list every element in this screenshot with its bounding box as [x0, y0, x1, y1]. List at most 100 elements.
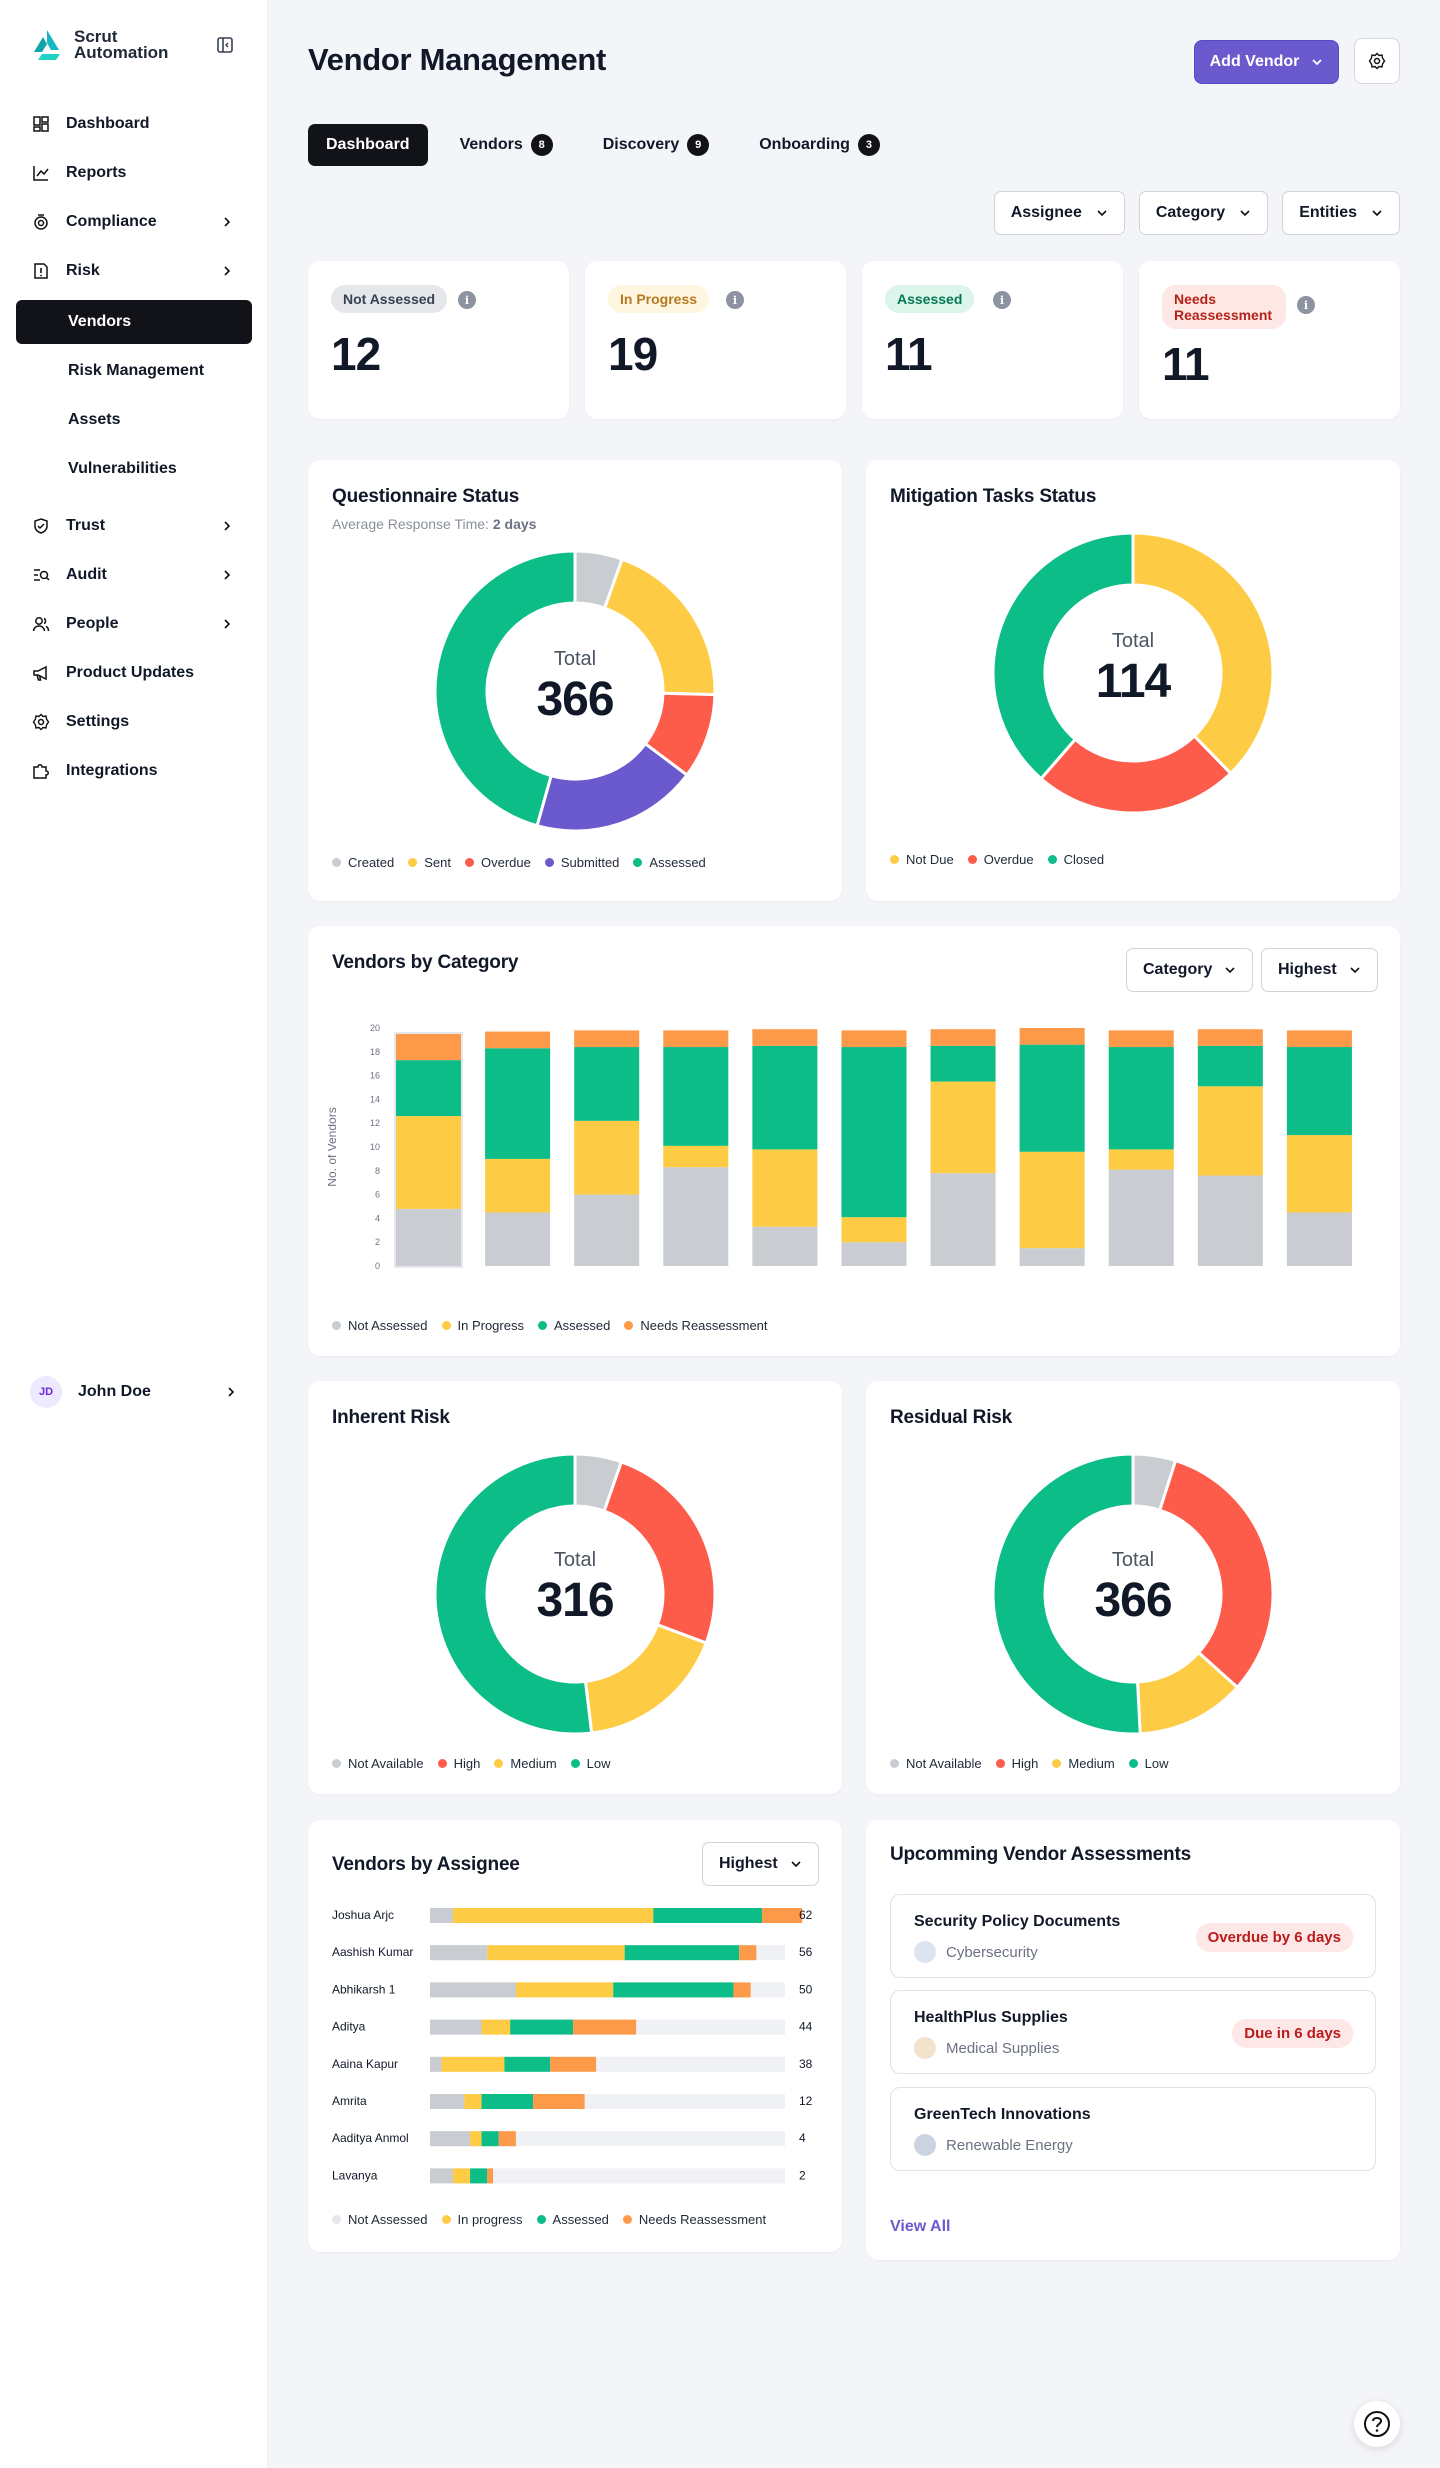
legend-item[interactable]: Assessed: [537, 1318, 610, 1333]
legend-item[interactable]: Not Assessed: [332, 2212, 428, 2227]
bar-segment[interactable]: [430, 1982, 516, 1998]
bar-segment[interactable]: [930, 1029, 996, 1046]
bar-segment[interactable]: [1108, 1149, 1174, 1170]
bar-segment[interactable]: [930, 1173, 996, 1266]
donut-slice-high[interactable]: [602, 1460, 717, 1645]
bar-segment[interactable]: [452, 2168, 471, 2184]
legend-item[interactable]: Low: [1128, 1756, 1169, 1771]
bar-segment[interactable]: [470, 2168, 488, 2184]
info-icon[interactable]: i: [993, 291, 1011, 309]
sidebar-item-people[interactable]: People: [16, 604, 252, 644]
bar-segment[interactable]: [464, 2094, 482, 2109]
stat-card-needs-reassessment[interactable]: Needs Reassessment i 11: [1139, 261, 1400, 419]
stat-card-assessed[interactable]: Assessed i 11: [862, 261, 1123, 419]
bar-segment[interactable]: [452, 1908, 654, 1923]
sidebar-item-compliance[interactable]: Compliance: [16, 202, 252, 242]
bar-segment[interactable]: [430, 2131, 471, 2147]
bar-segment[interactable]: [574, 1194, 640, 1266]
donut-slice-medium[interactable]: [583, 1622, 709, 1735]
legend-item[interactable]: Needs Reassessment: [622, 2212, 766, 2227]
bar-segment[interactable]: [653, 1908, 763, 1923]
bar-segment[interactable]: [1108, 1047, 1174, 1150]
bar-segment[interactable]: [841, 1217, 907, 1243]
legend-item[interactable]: Medium: [494, 1756, 557, 1771]
legend-item[interactable]: Not Available: [332, 1756, 424, 1771]
add-vendor-button[interactable]: Add Vendor: [1194, 40, 1339, 84]
legend-item[interactable]: Not Due: [890, 852, 954, 867]
bar-segment[interactable]: [752, 1226, 818, 1266]
legend-item[interactable]: In progress: [441, 2212, 523, 2227]
bar-segment[interactable]: [752, 1045, 818, 1150]
legend-item[interactable]: Not Assessed: [332, 1318, 428, 1333]
bar-segment[interactable]: [396, 1060, 462, 1117]
bar-segment[interactable]: [930, 1045, 996, 1082]
sidebar-item-risk[interactable]: Risk: [16, 251, 252, 291]
bar-segment[interactable]: [1019, 1248, 1085, 1266]
bar-segment[interactable]: [430, 2094, 465, 2109]
legend-item[interactable]: In Progress: [441, 1318, 524, 1333]
bar-segment[interactable]: [441, 2056, 505, 2072]
donut-slice-closed[interactable]: [991, 531, 1135, 781]
assessment-item[interactable]: GreenTech Innovations Renewable Energy: [890, 2087, 1376, 2171]
bar-segment[interactable]: [485, 1212, 551, 1266]
bar-segment[interactable]: [430, 2019, 482, 2035]
bar-segment[interactable]: [762, 1908, 803, 1923]
assessment-item[interactable]: Security Policy Documents Cybersecurity …: [890, 1894, 1376, 1978]
bar-segment[interactable]: [1197, 1086, 1263, 1176]
bar-segment[interactable]: [430, 1908, 453, 1923]
bar-segment[interactable]: [550, 2056, 597, 2072]
sidebar-sub-assets[interactable]: Assets: [68, 411, 121, 428]
bar-segment[interactable]: [573, 2019, 637, 2035]
bar-segment[interactable]: [739, 1945, 757, 1961]
bar-segment[interactable]: [470, 2131, 482, 2147]
bar-segment[interactable]: [485, 1048, 551, 1159]
sort-dropdown[interactable]: Highest: [1261, 948, 1378, 992]
bar-segment[interactable]: [841, 1242, 907, 1266]
donut-slice-high[interactable]: [1157, 1458, 1275, 1690]
sidebar-item-product-updates[interactable]: Product Updates: [16, 653, 252, 693]
stat-card-not-assessed[interactable]: Not Assessed i 12: [308, 261, 569, 419]
bar-segment[interactable]: [663, 1047, 729, 1146]
bar-segment[interactable]: [574, 1047, 640, 1121]
legend-item[interactable]: Submitted: [544, 855, 619, 870]
category-filter[interactable]: Category: [1138, 191, 1269, 235]
legend-item[interactable]: Created: [332, 855, 394, 870]
bar-segment[interactable]: [533, 2094, 585, 2109]
legend-item[interactable]: Overdue: [465, 855, 531, 870]
brand-logo[interactable]: Scrut Automation: [30, 28, 168, 62]
sidebar-sub-vendors[interactable]: Vendors: [16, 300, 252, 344]
sidebar-sub-vulnerabilities[interactable]: Vulnerabilities: [68, 460, 177, 477]
bar-segment[interactable]: [1197, 1029, 1263, 1046]
bar-segment[interactable]: [752, 1149, 818, 1227]
info-icon[interactable]: i: [1297, 296, 1315, 314]
legend-item[interactable]: Low: [570, 1756, 611, 1771]
bar-segment[interactable]: [396, 1208, 462, 1266]
legend-item[interactable]: High: [437, 1756, 480, 1771]
help-button[interactable]: [1354, 2401, 1400, 2447]
bar-segment[interactable]: [485, 1158, 551, 1213]
bar-segment[interactable]: [1286, 1030, 1352, 1048]
bar-segment[interactable]: [481, 2094, 534, 2109]
settings-button[interactable]: [1354, 38, 1400, 84]
legend-item[interactable]: Needs Reassessment: [624, 1318, 768, 1333]
bar-segment[interactable]: [752, 1029, 818, 1046]
legend-item[interactable]: Assessed: [633, 855, 706, 870]
bar-segment[interactable]: [841, 1047, 907, 1218]
bar-segment[interactable]: [574, 1120, 640, 1195]
bar-segment[interactable]: [485, 1031, 551, 1049]
bar-segment[interactable]: [1286, 1212, 1352, 1266]
bar-segment[interactable]: [504, 2056, 551, 2072]
sidebar-item-audit[interactable]: Audit: [16, 555, 252, 595]
sidebar-item-dashboard[interactable]: Dashboard: [16, 104, 252, 144]
bar-segment[interactable]: [430, 2168, 453, 2184]
legend-item[interactable]: Assessed: [536, 2212, 609, 2227]
bar-segment[interactable]: [574, 1030, 640, 1048]
donut-slice-overdue[interactable]: [1038, 733, 1233, 815]
donut-slice-submitted[interactable]: [535, 741, 690, 833]
bar-segment[interactable]: [613, 1982, 734, 1998]
bar-segment[interactable]: [515, 1982, 614, 1998]
sidebar-item-reports[interactable]: Reports: [16, 153, 252, 193]
info-icon[interactable]: i: [458, 291, 476, 309]
bar-segment[interactable]: [930, 1081, 996, 1174]
legend-item[interactable]: Not Available: [890, 1756, 982, 1771]
